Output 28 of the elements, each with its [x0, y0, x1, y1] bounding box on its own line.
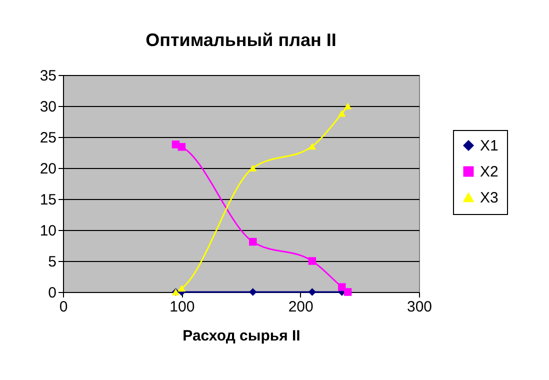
y-tick-label: 30 — [40, 98, 56, 116]
point — [308, 257, 316, 265]
x-tick-label: 300 — [406, 298, 432, 316]
legend-label: X1 — [480, 138, 498, 154]
x-tick-label: 200 — [288, 298, 314, 316]
point — [248, 164, 257, 172]
point — [178, 143, 186, 151]
point — [338, 110, 346, 117]
y-tick-label: 25 — [40, 130, 56, 146]
point — [338, 283, 346, 291]
point — [344, 102, 352, 110]
legend-label: X2 — [480, 164, 498, 180]
y-tick-label: 0 — [48, 284, 56, 302]
x-axis-title: Расход сырья II — [182, 328, 300, 344]
chart-title: Оптимальный план II — [146, 30, 336, 50]
x-tick-label: 100 — [170, 298, 195, 316]
y-tick-label: 15 — [40, 192, 56, 208]
y-tick-label: 10 — [40, 222, 56, 240]
y-tick-label: 5 — [48, 254, 56, 270]
point — [248, 238, 257, 246]
point — [308, 142, 316, 150]
point — [178, 284, 186, 292]
point — [248, 288, 257, 296]
y-tick-label: 35 — [40, 68, 56, 84]
point — [308, 288, 316, 296]
legend-label: X3 — [480, 190, 498, 206]
y-tick-label: 20 — [40, 160, 56, 178]
x-tick-label: 0 — [59, 298, 68, 316]
